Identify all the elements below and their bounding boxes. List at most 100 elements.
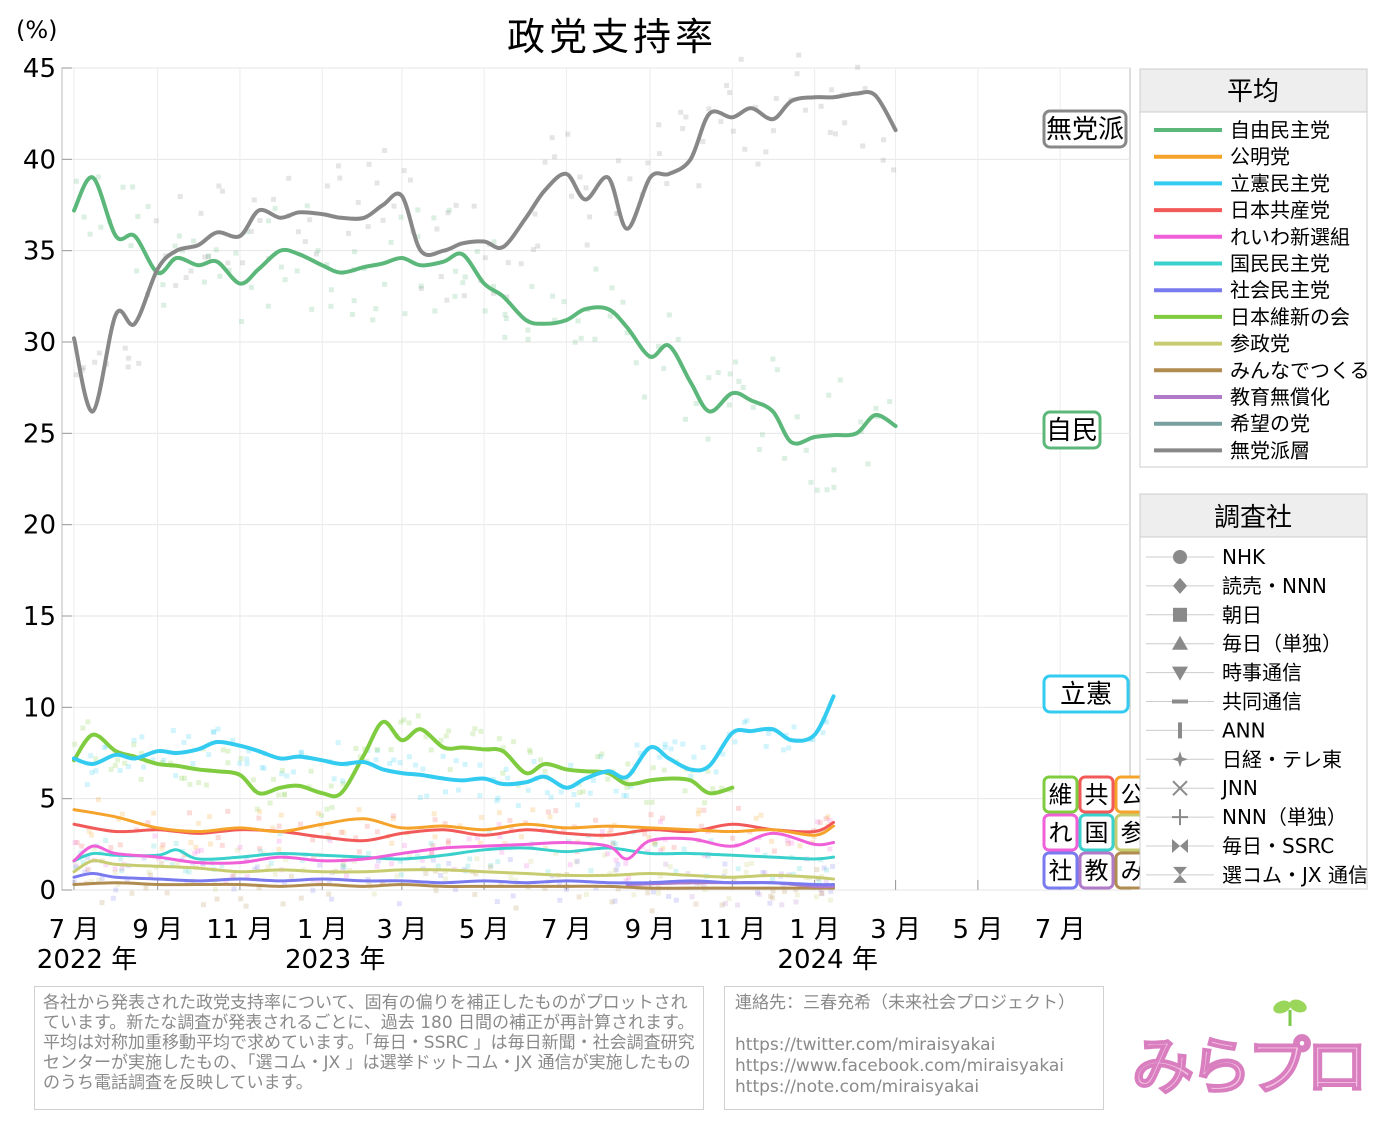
- poll-point: [177, 194, 183, 200]
- poll-point: [126, 355, 132, 361]
- poll-point: [701, 807, 707, 813]
- poll-point: [257, 217, 263, 223]
- poll-point: [183, 275, 189, 281]
- poll-point: [614, 211, 620, 217]
- poll-point: [613, 857, 619, 863]
- pollster-marker-icon: [1172, 751, 1188, 768]
- poll-point: [574, 858, 580, 864]
- poll-point: [103, 837, 109, 843]
- poll-point: [230, 737, 236, 743]
- poll-point: [637, 883, 643, 889]
- poll-point: [415, 234, 421, 240]
- poll-point: [325, 832, 331, 838]
- poll-point: [658, 873, 664, 879]
- poll-point: [770, 876, 776, 882]
- poll-point: [644, 849, 650, 855]
- poll-point: [609, 285, 615, 291]
- poll-point: [192, 850, 198, 856]
- poll-point: [730, 128, 736, 134]
- poll-point: [340, 867, 346, 873]
- poll-point: [442, 876, 448, 882]
- poll-point: [462, 274, 468, 280]
- poll-point: [494, 798, 500, 804]
- poll-point: [206, 253, 212, 259]
- party-badge-small: [1078, 775, 1115, 814]
- poll-point: [220, 747, 226, 753]
- poll-point: [187, 810, 193, 816]
- poll-point: [749, 861, 755, 867]
- poll-point: [428, 747, 434, 753]
- poll-point: [151, 810, 157, 816]
- poll-point: [81, 214, 87, 220]
- poll-point: [138, 776, 144, 782]
- poll-point: [550, 293, 556, 299]
- poll-point: [660, 846, 666, 852]
- legend-label: 公明党: [1230, 145, 1290, 169]
- poll-point: [474, 249, 480, 255]
- note-link[interactable]: https://note.com/miraisyakai: [735, 1077, 980, 1097]
- poll-point: [446, 860, 452, 866]
- poll-point: [207, 841, 213, 847]
- pollster-marker-icon: [1172, 780, 1188, 796]
- poll-point: [510, 893, 516, 899]
- poll-point: [88, 753, 94, 759]
- poll-point: [542, 885, 548, 891]
- poll-point: [873, 405, 879, 411]
- x-year-label: 2022 年: [37, 945, 137, 975]
- poll-point: [462, 761, 468, 767]
- poll-point: [382, 281, 388, 287]
- legend-label: みんなでつくる: [1230, 358, 1370, 382]
- poll-point: [364, 823, 370, 829]
- legend-label: 自由民主党: [1230, 118, 1330, 142]
- poll-point: [443, 733, 449, 739]
- pollster-marker-icon: [1173, 607, 1187, 622]
- poll-point: [685, 871, 691, 877]
- poll-point: [565, 131, 571, 137]
- poll-point: [200, 902, 206, 908]
- twitter-link[interactable]: https://twitter.com/miraisyakai: [735, 1035, 996, 1055]
- poll-point: [93, 768, 99, 774]
- poll-point: [430, 857, 436, 863]
- pollster-marker-icon: [1173, 866, 1187, 883]
- poll-point: [612, 867, 618, 873]
- poll-point: [819, 890, 825, 896]
- poll-point: [278, 264, 284, 270]
- poll-point: [119, 866, 125, 872]
- poll-point: [374, 863, 380, 869]
- poll-point: [256, 885, 262, 891]
- facebook-link[interactable]: https://www.facebook.com/miraisyakai: [735, 1056, 1065, 1076]
- poll-point: [118, 856, 124, 862]
- poll-point: [73, 178, 79, 184]
- poll-point: [733, 359, 739, 365]
- poll-point: [666, 893, 672, 899]
- poll-point: [186, 869, 192, 875]
- poll-point: [72, 741, 78, 747]
- poll-point: [198, 847, 204, 853]
- poll-point: [615, 886, 621, 892]
- poll-point: [286, 175, 292, 181]
- poll-point: [128, 243, 134, 249]
- poll-point: [179, 775, 185, 781]
- poll-point: [623, 878, 629, 884]
- poll-point: [324, 806, 330, 812]
- poll-point: [495, 795, 501, 801]
- pollster-marker-icon: [1173, 550, 1187, 564]
- poll-point: [657, 754, 663, 760]
- poll-point: [706, 375, 712, 381]
- y-tick-label: 15: [23, 602, 56, 632]
- pollster-label: NNN（単独）: [1222, 805, 1347, 829]
- poll-point: [80, 859, 86, 865]
- poll-point: [215, 835, 221, 841]
- poll-point: [495, 859, 501, 865]
- poll-point: [91, 845, 97, 851]
- party-badge: [1042, 674, 1130, 714]
- poll-point: [402, 842, 408, 848]
- poll-point: [206, 752, 212, 758]
- poll-point: [447, 767, 453, 773]
- poll-point: [375, 747, 381, 753]
- poll-point: [79, 367, 85, 373]
- poll-point: [609, 899, 615, 905]
- poll-point: [794, 892, 800, 898]
- poll-point: [722, 868, 728, 874]
- poll-point: [101, 745, 107, 751]
